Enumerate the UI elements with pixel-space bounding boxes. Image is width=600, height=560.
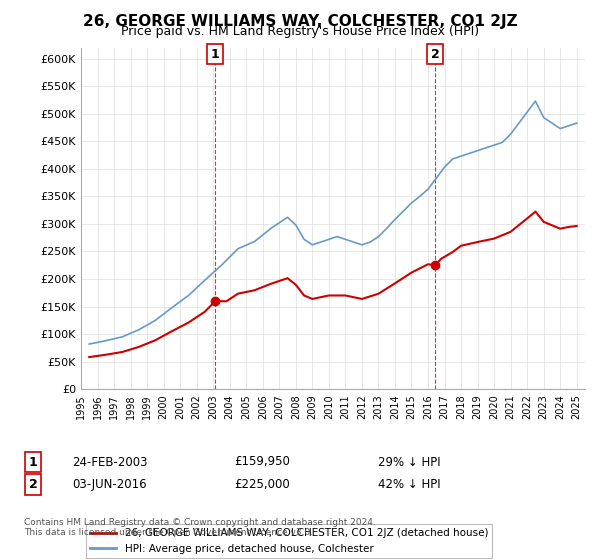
Text: 24-FEB-2003: 24-FEB-2003 — [72, 455, 148, 469]
Text: £225,000: £225,000 — [234, 478, 290, 491]
Text: 03-JUN-2016: 03-JUN-2016 — [72, 478, 146, 491]
Text: Price paid vs. HM Land Registry's House Price Index (HPI): Price paid vs. HM Land Registry's House … — [121, 25, 479, 38]
Text: Contains HM Land Registry data © Crown copyright and database right 2024.
This d: Contains HM Land Registry data © Crown c… — [24, 518, 376, 538]
Text: 1: 1 — [29, 455, 37, 469]
Text: 29% ↓ HPI: 29% ↓ HPI — [378, 455, 440, 469]
Text: 2: 2 — [29, 478, 37, 491]
Legend: 26, GEORGE WILLIAMS WAY, COLCHESTER, CO1 2JZ (detached house), HPI: Average pric: 26, GEORGE WILLIAMS WAY, COLCHESTER, CO1… — [86, 524, 493, 558]
Text: 42% ↓ HPI: 42% ↓ HPI — [378, 478, 440, 491]
Text: 2: 2 — [431, 48, 439, 60]
Text: 1: 1 — [211, 48, 220, 60]
Text: £159,950: £159,950 — [234, 455, 290, 469]
Text: 26, GEORGE WILLIAMS WAY, COLCHESTER, CO1 2JZ: 26, GEORGE WILLIAMS WAY, COLCHESTER, CO1… — [83, 14, 517, 29]
